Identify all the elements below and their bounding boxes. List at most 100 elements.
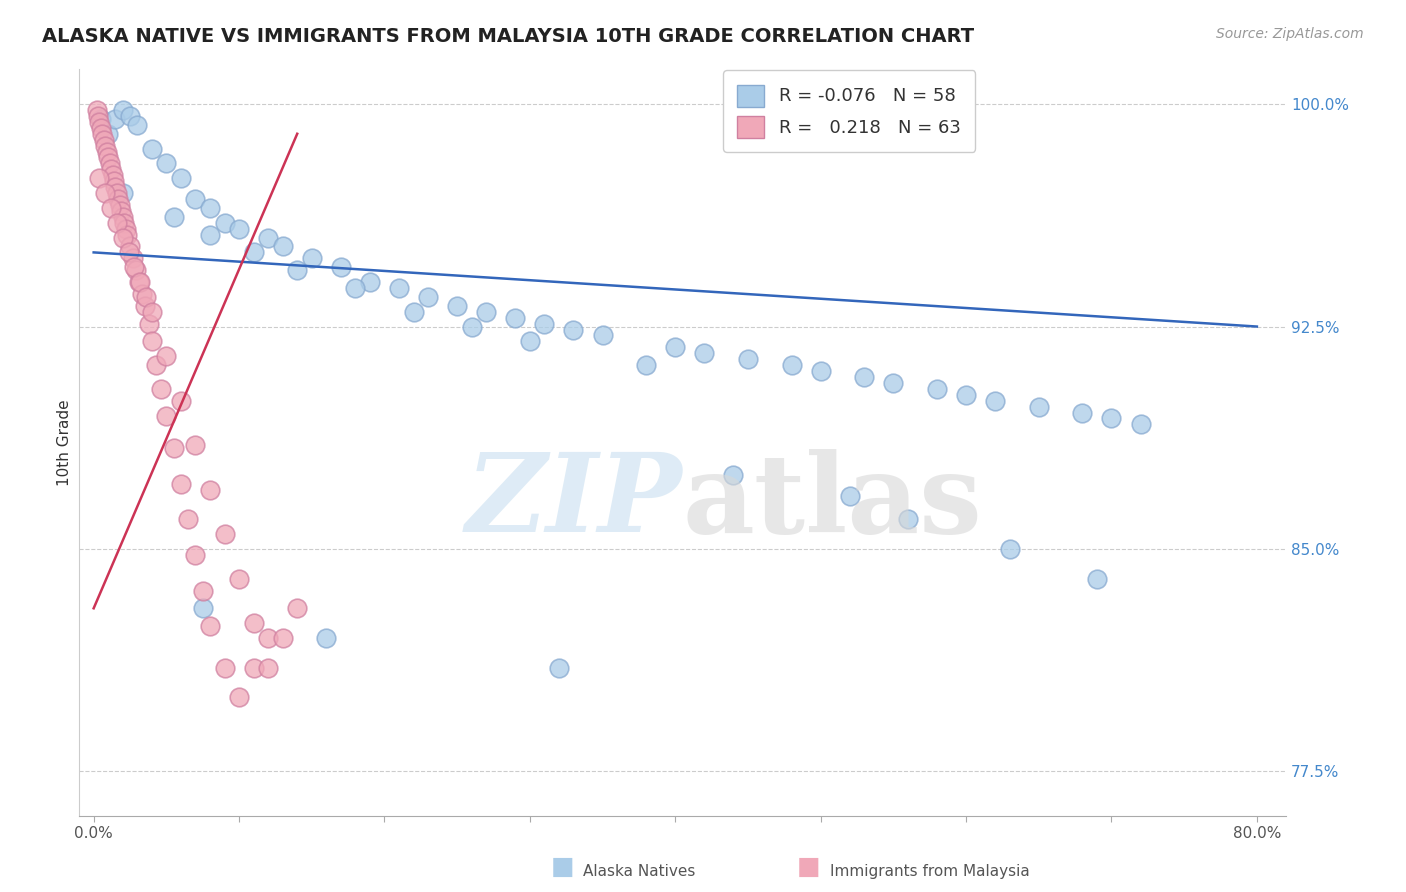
Point (301, 252, 323, 266)
Point (162, 441, 184, 455)
Text: ■: ■ (797, 855, 820, 879)
Legend: R = -0.076   N = 58, R =   0.218   N = 63: R = -0.076 N = 58, R = 0.218 N = 63 (723, 70, 976, 152)
Point (97, 151, 120, 165)
Point (94, 138, 117, 153)
Point (129, 275, 152, 289)
Point (984, 393, 1007, 408)
Point (228, 690, 250, 705)
Point (94, 186, 117, 200)
Point (141, 304, 163, 318)
Point (134, 299, 156, 313)
Point (329, 260, 352, 275)
Point (125, 263, 148, 277)
Point (111, 103, 134, 117)
Point (177, 512, 200, 526)
Point (562, 322, 585, 336)
Point (533, 317, 555, 331)
Point (359, 275, 381, 289)
Point (214, 527, 236, 541)
Point (111, 210, 134, 224)
Y-axis label: 10th Grade: 10th Grade (58, 399, 72, 485)
Point (111, 230, 134, 244)
Point (103, 174, 125, 188)
Point (96, 145, 118, 159)
Point (402, 304, 425, 318)
Point (460, 319, 482, 334)
Text: atlas: atlas (682, 449, 983, 556)
Point (1129, 417, 1152, 432)
Point (285, 263, 308, 277)
Point (105, 216, 128, 230)
Point (138, 317, 160, 331)
Point (315, 631, 337, 645)
Point (111, 186, 134, 200)
Point (1028, 400, 1050, 414)
Point (519, 334, 541, 349)
Point (145, 358, 167, 372)
Text: ALASKA NATIVE VS IMMIGRANTS FROM MALAYSIA 10TH GRADE CORRELATION CHART: ALASKA NATIVE VS IMMIGRANTS FROM MALAYSI… (42, 27, 974, 45)
Point (285, 601, 308, 615)
Point (100, 162, 122, 177)
Point (242, 616, 264, 631)
Point (191, 601, 214, 615)
Point (242, 660, 264, 674)
Point (1071, 406, 1094, 420)
Point (664, 340, 686, 354)
Point (257, 230, 280, 244)
Point (1101, 411, 1123, 425)
Point (118, 109, 141, 123)
Point (90, 112, 112, 126)
Point (780, 358, 803, 372)
Point (107, 192, 129, 206)
Point (198, 201, 221, 215)
Point (693, 346, 716, 360)
Point (897, 512, 920, 526)
Text: ■: ■ (551, 855, 574, 879)
Point (344, 281, 367, 295)
Text: Alaska Natives: Alaska Natives (583, 863, 696, 879)
Point (118, 239, 141, 253)
Point (141, 142, 163, 156)
Point (104, 180, 127, 194)
Point (228, 572, 250, 586)
Point (98, 156, 121, 170)
Point (115, 227, 138, 242)
Point (89, 115, 111, 129)
Point (548, 660, 571, 674)
Point (810, 364, 832, 378)
Point (242, 245, 264, 260)
Point (170, 171, 193, 186)
Text: Source: ZipAtlas.com: Source: ZipAtlas.com (1216, 27, 1364, 41)
Point (214, 216, 236, 230)
Point (114, 221, 136, 235)
Point (882, 376, 904, 390)
Point (271, 631, 294, 645)
Text: ZIP: ZIP (465, 449, 682, 556)
Point (228, 221, 250, 235)
Point (416, 290, 439, 304)
Point (198, 483, 221, 497)
Point (214, 660, 236, 674)
Point (592, 328, 614, 343)
Point (162, 210, 184, 224)
Point (89, 171, 111, 186)
Point (198, 619, 221, 633)
Point (91, 127, 114, 141)
Point (100, 201, 122, 215)
Point (105, 186, 128, 200)
Point (90, 120, 112, 135)
Point (117, 245, 139, 260)
Point (149, 382, 172, 396)
Point (505, 310, 527, 325)
Point (155, 409, 177, 423)
Point (110, 203, 132, 218)
Text: Immigrants from Malaysia: Immigrants from Malaysia (830, 863, 1029, 879)
Point (87, 109, 110, 123)
Point (271, 239, 294, 253)
Point (475, 304, 498, 318)
Point (108, 198, 131, 212)
Point (388, 281, 411, 295)
Point (93, 133, 115, 147)
Point (838, 489, 860, 503)
Point (104, 112, 127, 126)
